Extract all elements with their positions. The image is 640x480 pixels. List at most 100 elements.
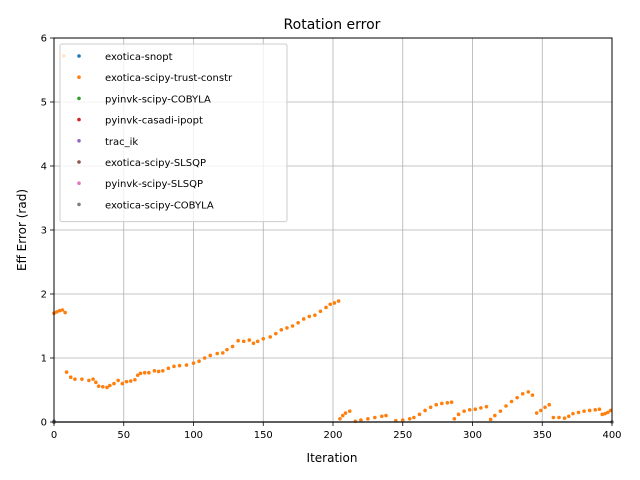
data-point-exotica-scipy-trust-constr [587,408,592,413]
data-point-exotica-scipy-trust-constr [105,385,109,390]
legend-marker [77,139,81,143]
data-point-exotica-scipy-trust-constr [135,373,140,378]
data-point-exotica-scipy-trust-constr [582,409,586,413]
x-tick-label: 0 [51,430,57,441]
y-tick-label: 0 [41,418,47,429]
data-point-exotica-scipy-trust-constr [64,370,69,374]
data-point-exotica-scipy-trust-constr [343,411,348,415]
data-point-exotica-scipy-trust-constr [504,404,508,408]
data-point-exotica-scipy-trust-constr [318,309,323,314]
data-point-exotica-scipy-trust-constr [177,363,182,368]
data-point-exotica-scipy-trust-constr [307,314,312,319]
data-point-exotica-scipy-trust-constr [547,402,552,407]
legend-marker [77,202,81,207]
data-point-exotica-scipy-trust-constr [520,392,525,396]
data-point-exotica-scipy-trust-constr [456,412,461,417]
data-point-exotica-scipy-trust-constr [91,377,95,381]
legend-marker [77,160,81,164]
chart-title: Rotation error [284,17,381,33]
data-point-exotica-scipy-trust-constr [336,299,341,303]
data-point-exotica-scipy-trust-constr [236,338,240,343]
y-tick-label: 3 [41,226,47,237]
data-point-exotica-scipy-trust-constr [498,409,503,413]
data-point-exotica-scipy-trust-constr [449,400,454,404]
data-point-exotica-scipy-trust-constr [515,395,519,400]
legend-label: exotica-scipy-COBYLA [105,200,214,211]
legend-marker [77,96,81,101]
data-point-exotica-scipy-trust-constr [324,305,328,310]
x-tick-label: 300 [463,430,482,441]
data-point-exotica-scipy-trust-constr [543,405,547,410]
data-point-exotica-scipy-trust-constr [428,405,433,410]
data-point-exotica-scipy-trust-constr [571,411,575,416]
data-point-exotica-scipy-trust-constr [509,399,514,404]
data-point-exotica-scipy-trust-constr [120,381,125,386]
data-point-exotica-scipy-trust-constr [562,416,567,420]
data-point-exotica-scipy-trust-constr [112,381,116,386]
legend-marker [77,181,81,185]
data-point-exotica-scipy-trust-constr [80,377,84,381]
y-tick-label: 5 [41,98,47,109]
data-point-exotica-scipy-trust-constr [452,417,457,421]
data-point-exotica-scipy-trust-constr [172,364,176,369]
data-point-exotica-scipy-trust-constr [108,383,112,388]
data-point-exotica-scipy-trust-constr [338,417,342,421]
data-point-exotica-scipy-trust-constr [484,404,489,409]
x-tick-label: 200 [323,430,342,441]
data-point-exotica-scipy-trust-constr [247,338,252,342]
data-point-exotica-scipy-trust-constr [301,317,306,321]
legend-label: exotica-scipy-SLSQP [105,158,206,169]
data-point-exotica-scipy-trust-constr [340,413,345,418]
data-point-exotica-scipy-trust-constr [138,371,143,376]
data-point-exotica-scipy-trust-constr [142,370,147,375]
legend-label: pyinvk-scipy-SLSQP [105,179,203,190]
data-point-exotica-scipy-trust-constr [268,335,273,339]
data-point-exotica-scipy-trust-constr [197,359,201,364]
data-point-exotica-scipy-trust-constr [133,377,137,382]
data-point-exotica-scipy-trust-constr [220,351,225,355]
data-point-exotica-scipy-trust-constr [251,341,256,346]
legend-marker [77,75,81,79]
data-point-exotica-scipy-trust-constr [526,390,531,394]
data-point-exotica-scipy-trust-constr [68,375,73,380]
y-tick-label: 1 [41,354,47,365]
data-point-exotica-scipy-trust-constr [54,310,59,314]
x-tick-label: 350 [533,430,552,441]
data-point-exotica-scipy-trust-constr [407,417,412,421]
data-point-exotica-scipy-trust-constr [156,369,161,374]
data-point-exotica-scipy-trust-constr [60,308,65,312]
data-point-exotica-scipy-trust-constr [296,321,300,325]
data-point-exotica-scipy-trust-constr [191,361,196,365]
axis-ticks: 0 50 100 150 200 250 300 350 400 0 1 2 3 4 5 6 [41,34,622,442]
x-tick-label: 100 [184,430,203,441]
data-point-exotica-scipy-trust-constr [347,409,352,413]
legend-marker [77,117,81,122]
data-point-exotica-scipy-trust-constr [285,326,289,330]
data-point-exotica-scipy-trust-constr [380,414,384,419]
y-tick-label: 4 [41,162,47,173]
data-point-exotica-scipy-trust-constr [332,301,337,305]
data-point-exotica-scipy-trust-constr [57,308,62,313]
data-point-exotica-scipy-trust-constr [73,377,77,381]
data-point-exotica-scipy-trust-constr [124,379,129,384]
data-point-exotica-scipy-trust-constr [255,339,260,344]
data-point-exotica-scipy-trust-constr [400,418,405,422]
data-point-exotica-scipy-trust-constr [208,353,213,358]
data-point-exotica-scipy-trust-constr [551,415,556,420]
legend-marker [77,54,81,58]
data-point-exotica-scipy-trust-constr [462,409,466,413]
grid-lines [53,37,613,423]
data-point-exotica-scipy-trust-constr [467,408,472,412]
data-point-exotica-scipy-trust-constr [241,339,246,344]
data-point-exotica-scipy-trust-constr [152,369,157,373]
y-tick-label: 6 [41,34,47,45]
data-point-exotica-scipy-trust-constr [313,313,317,317]
data-point-exotica-scipy-trust-constr [473,407,478,412]
data-point-exotica-scipy-trust-constr [359,418,363,422]
data-point-exotica-scipy-trust-constr [423,408,427,413]
data-point-exotica-scipy-trust-constr [417,412,422,417]
data-point-exotica-scipy-trust-constr [96,384,101,388]
data-point-exotica-scipy-trust-constr [230,344,235,349]
data-point-exotica-scipy-trust-constr [279,328,284,332]
